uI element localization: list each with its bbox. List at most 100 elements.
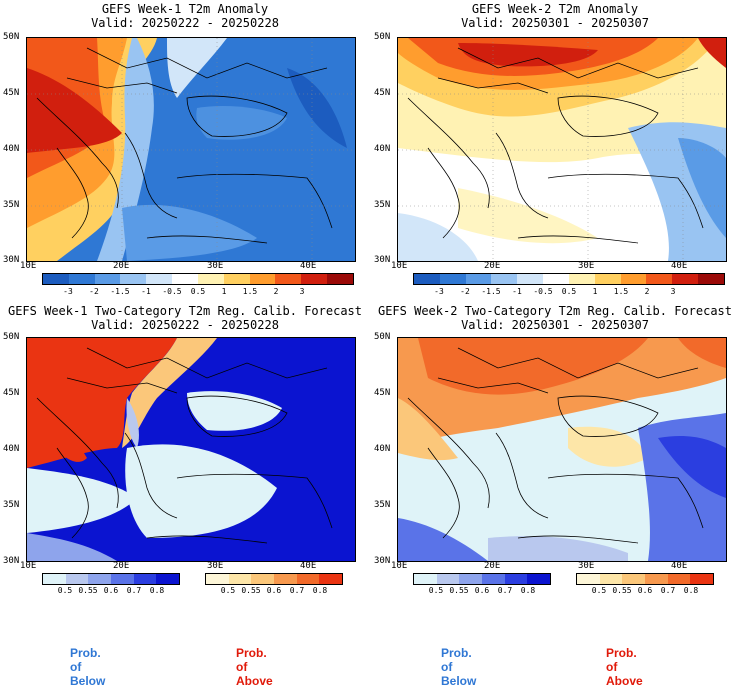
anomaly-colorbar: [413, 273, 725, 285]
colorbar-tick-label: 1.5: [242, 287, 258, 296]
lon-label: 30E: [578, 261, 595, 271]
lat-label: 45N: [374, 388, 391, 398]
probability-map-week2: [397, 337, 727, 562]
anomaly-map-week1: [26, 37, 356, 262]
colorbar-cell: [275, 274, 302, 284]
lon-label: 40E: [671, 561, 688, 571]
lon-label: 40E: [300, 261, 317, 271]
colorbar-tick-label: 0.6: [474, 586, 490, 595]
colorbar-cell: [172, 274, 198, 284]
prob-above-label: Prob. of Above: [606, 646, 643, 688]
colorbar-cell: [43, 574, 66, 584]
colorbar-cell: [111, 574, 134, 584]
colorbar-cell: [594, 274, 621, 284]
colorbar-cell: [301, 274, 328, 284]
panel-valid-dates: Valid: 20250301 - 20250307: [461, 318, 649, 332]
colorbar-cell: [68, 274, 95, 284]
panel-title: GEFS Week-2 T2m Anomaly: [471, 2, 639, 16]
anomaly-map-week2: [397, 37, 727, 262]
colorbar-cell: [439, 274, 466, 284]
panel-valid-dates: Valid: 20250222 - 20250228: [91, 16, 279, 30]
colorbar-tick-label: 2: [273, 287, 279, 296]
colorbar-tick-label: 1.5: [613, 287, 629, 296]
colorbar-cell: [249, 274, 276, 284]
panel-title: GEFS Week-1 Two-Category T2m Reg. Calib.…: [7, 304, 362, 318]
lat-label: 30N: [374, 556, 391, 566]
prob-below-colorbar: [413, 573, 551, 585]
colorbar-tick-label: 0.5: [561, 287, 577, 296]
colorbar-cell: [517, 274, 544, 284]
colorbar-tick-label: -1: [141, 287, 151, 296]
colorbar-tick-label: 0.6: [266, 586, 282, 595]
lat-label: 30N: [3, 556, 20, 566]
colorbar-tick-label: 0.7: [126, 586, 142, 595]
colorbar-cell: [698, 274, 724, 284]
anomaly-colorbar: [42, 273, 354, 285]
prob-above-colorbar: [205, 573, 343, 585]
colorbar-tick-label: 0.6: [637, 586, 653, 595]
lat-label: 30N: [374, 255, 391, 265]
colorbar-cell: [646, 274, 673, 284]
colorbar-tick-label: 0.55: [612, 586, 632, 595]
lat-label: 40N: [3, 444, 20, 454]
colorbar-tick-label: 2: [644, 287, 650, 296]
colorbar-tick-label: 0.5: [57, 586, 73, 595]
colorbar-cell: [599, 574, 623, 584]
panel-title: GEFS Week-2 Two-Category T2m Reg. Calib.…: [377, 304, 732, 318]
lat-label: 35N: [3, 200, 20, 210]
colorbar-tick-label: 0.55: [449, 586, 469, 595]
lon-label: 40E: [300, 561, 317, 571]
colorbar-cell: [482, 574, 505, 584]
probability-map-week1: [26, 337, 356, 562]
colorbar-cell: [436, 574, 460, 584]
colorbar-cell: [414, 574, 437, 584]
colorbar-cell: [251, 574, 275, 584]
colorbar-tick-label: -3: [434, 287, 444, 296]
panel-title: GEFS Week-1 T2m Anomaly: [101, 2, 269, 16]
colorbar-tick-label: 0.5: [591, 586, 607, 595]
lat-label: 45N: [374, 88, 391, 98]
colorbar-tick-label: 1: [221, 287, 227, 296]
colorbar-cell: [274, 574, 297, 584]
colorbar-cell: [527, 574, 551, 584]
colorbar-tick-label: 1: [592, 287, 598, 296]
colorbar-cell: [296, 574, 320, 584]
colorbar-tick-label: 3: [299, 287, 305, 296]
colorbar-tick-label: 0.6: [103, 586, 119, 595]
lat-label: 50N: [3, 32, 20, 42]
lon-label: 10E: [20, 561, 37, 571]
colorbar-tick-label: 0.7: [289, 586, 305, 595]
colorbar-tick-label: -0.5: [162, 287, 182, 296]
colorbar-cell: [620, 274, 647, 284]
prob-below-label: Prob. of Below: [70, 646, 106, 688]
colorbar-cell: [543, 274, 569, 284]
colorbar-tick-label: 0.7: [660, 586, 676, 595]
colorbar-cell: [491, 274, 518, 284]
colorbar-tick-label: 0.5: [220, 586, 236, 595]
colorbar-cell: [319, 574, 343, 584]
lon-label: 20E: [484, 261, 501, 271]
colorbar-tick-label: 0.55: [241, 586, 261, 595]
colorbar-cell: [65, 574, 89, 584]
lat-label: 50N: [3, 332, 20, 342]
colorbar-cell: [327, 274, 353, 284]
lon-label: 20E: [113, 561, 130, 571]
colorbar-tick-label: 0.8: [149, 586, 165, 595]
lat-label: 45N: [3, 88, 20, 98]
lon-label: 10E: [20, 261, 37, 271]
colorbar-cell: [88, 574, 112, 584]
lat-label: 35N: [374, 500, 391, 510]
colorbar-tick-label: 0.8: [520, 586, 536, 595]
colorbar-cell: [459, 574, 483, 584]
colorbar-cell: [667, 574, 691, 584]
colorbar-cell: [414, 274, 440, 284]
colorbar-tick-label: -0.5: [533, 287, 553, 296]
colorbar-cell: [223, 274, 250, 284]
lat-label: 30N: [3, 255, 20, 265]
colorbar-tick-label: 0.5: [190, 287, 206, 296]
colorbar-cell: [94, 274, 121, 284]
lon-label: 30E: [578, 561, 595, 571]
lon-label: 10E: [391, 561, 408, 571]
colorbar-tick-label: 3: [670, 287, 676, 296]
colorbar-cell: [156, 574, 180, 584]
